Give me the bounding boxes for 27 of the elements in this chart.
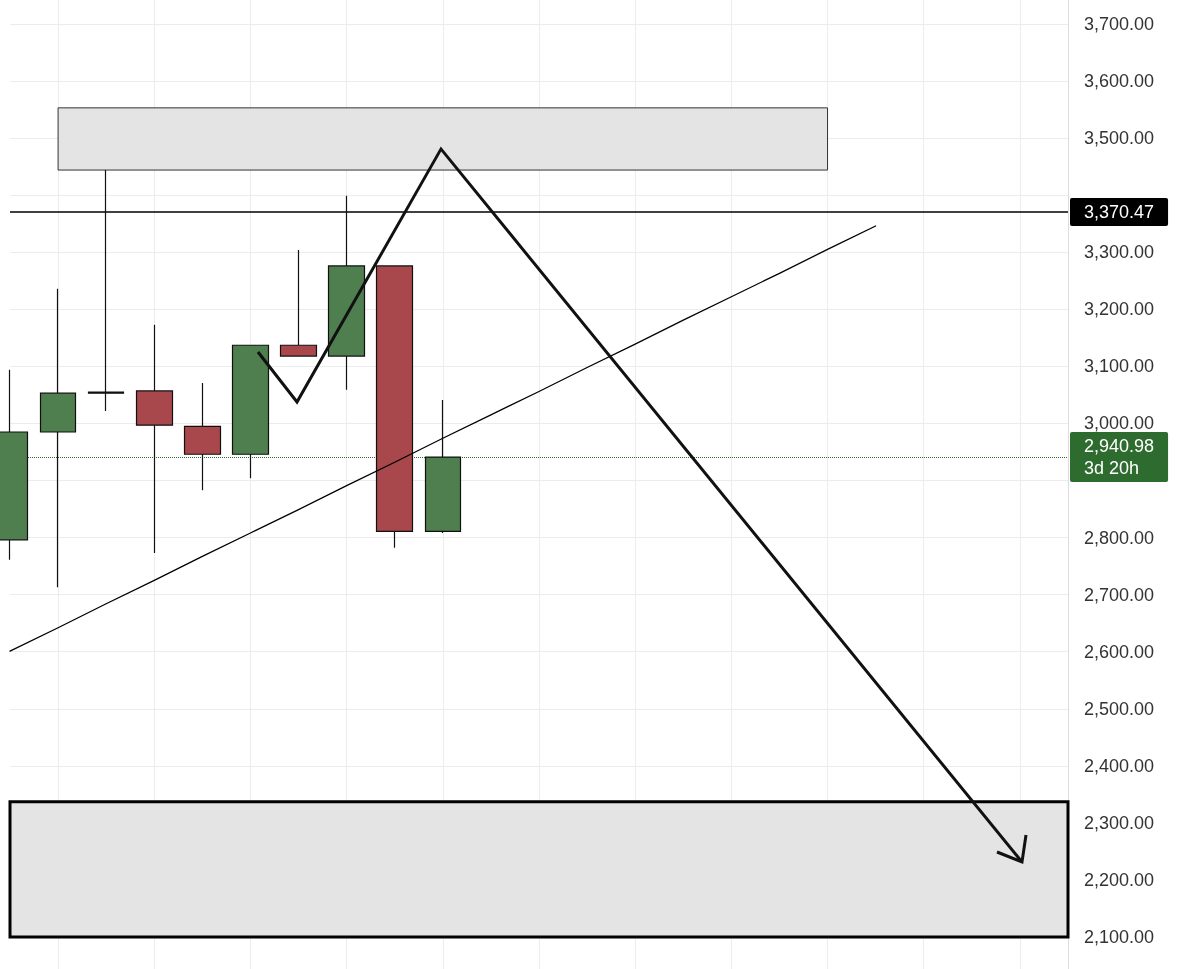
candlestick [39,288,77,588]
y-tick-label: 2,600.00 [1084,641,1155,662]
y-tick-label: 2,700.00 [1084,584,1155,605]
y-tick-label: 2,200.00 [1084,869,1155,890]
candlestick [231,344,270,479]
candlestick [375,265,414,549]
y-tick-label: 3,600.00 [1084,71,1155,92]
y-tick-label: 3,300.00 [1084,242,1155,263]
y-tick-label: 2,100.00 [1084,927,1155,948]
y-tick-label: 2,500.00 [1084,698,1155,719]
candlestick [135,324,174,554]
candlestick [279,249,318,357]
y-tick-label: 2,400.00 [1084,755,1155,776]
candlestick [424,399,462,534]
y-tick-label: 3,100.00 [1084,356,1155,377]
line-series [9,225,877,652]
y-tick-label: 2,300.00 [1084,812,1155,833]
ref-line-label: 3,370.47 [1084,202,1155,223]
candlestick [183,382,222,491]
y-tick-label: 3,200.00 [1084,299,1155,320]
y-tick-label: 2,800.00 [1084,527,1155,548]
y-tick-label: 3,700.00 [1084,13,1155,34]
candlestick [327,195,366,391]
y-tick-label: 3,500.00 [1084,128,1155,149]
ref-line-label: 2,940.98 3d 20h [1084,436,1155,479]
candlestick [87,169,125,412]
y-tick-label: 3,000.00 [1084,413,1155,434]
